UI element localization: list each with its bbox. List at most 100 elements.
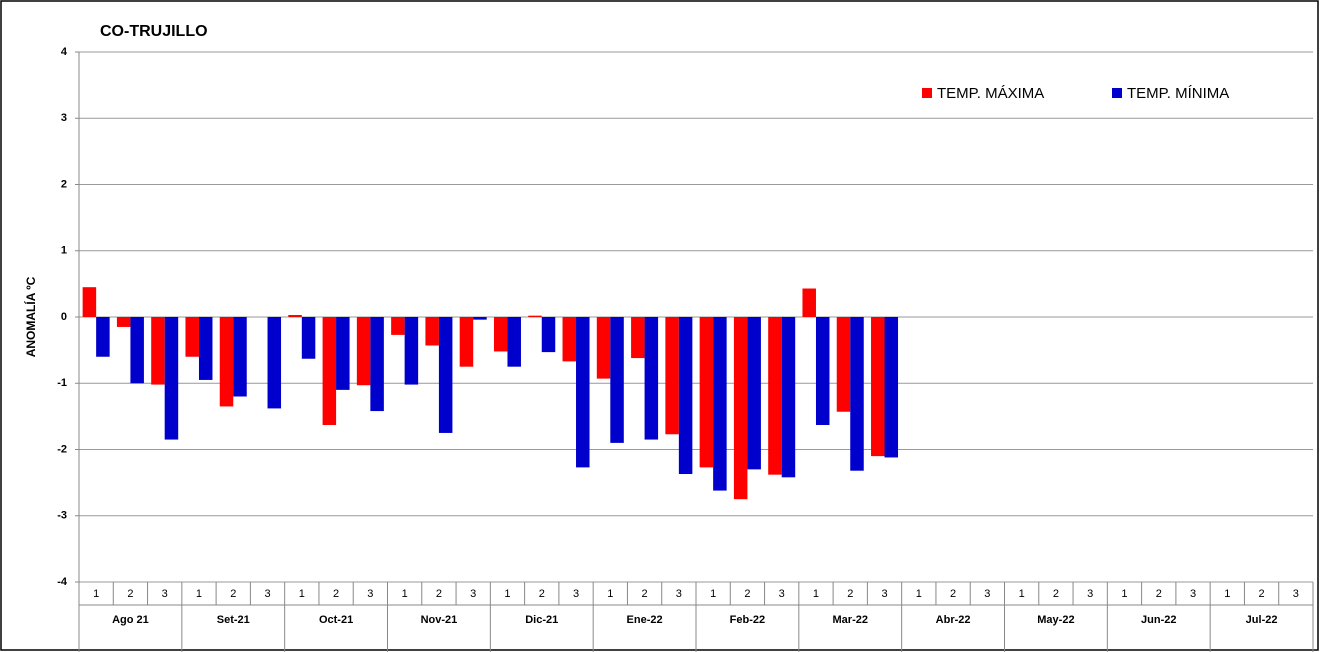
bar xyxy=(130,317,144,384)
bar xyxy=(678,317,693,475)
x-tick-label: 3 xyxy=(367,588,373,600)
x-tick-label: 2 xyxy=(127,588,133,600)
x-tick-label: 1 xyxy=(916,588,922,600)
bar xyxy=(473,317,487,320)
group-label: Jun-22 xyxy=(1141,614,1176,626)
x-tick-label: 1 xyxy=(299,588,305,600)
bar xyxy=(644,317,659,440)
bar xyxy=(233,317,247,397)
y-tick-label: -1 xyxy=(57,377,67,389)
bar xyxy=(151,317,165,385)
bar xyxy=(404,317,419,385)
bar xyxy=(459,317,474,367)
bar xyxy=(82,287,97,317)
x-tick-label: 2 xyxy=(1053,588,1059,600)
x-tick-label: 2 xyxy=(1156,588,1162,600)
x-tick-label: 3 xyxy=(573,588,579,600)
bar xyxy=(733,317,748,500)
x-tick-label: 1 xyxy=(607,588,613,600)
x-tick-label: 1 xyxy=(1019,588,1025,600)
y-tick-label: 1 xyxy=(61,245,67,257)
x-tick-label: 3 xyxy=(779,588,785,600)
x-tick-label: 3 xyxy=(1293,588,1299,600)
bar xyxy=(370,317,384,412)
group-label: Mar-22 xyxy=(833,614,868,626)
bar xyxy=(665,317,679,435)
group-label: Abr-22 xyxy=(936,614,971,626)
bar xyxy=(356,317,371,386)
x-tick-label: 1 xyxy=(1224,588,1230,600)
bar xyxy=(713,317,727,491)
x-tick-label: 3 xyxy=(881,588,887,600)
bar xyxy=(884,317,899,458)
bar xyxy=(576,317,590,468)
bar xyxy=(219,317,234,407)
x-tick-label: 2 xyxy=(847,588,853,600)
y-tick-label: 3 xyxy=(61,112,67,124)
legend-swatch xyxy=(1112,88,1122,98)
x-tick-label: 3 xyxy=(162,588,168,600)
x-tick-label: 1 xyxy=(710,588,716,600)
group-label: Oct-21 xyxy=(319,614,353,626)
bar xyxy=(610,317,624,443)
bar xyxy=(596,317,611,379)
legend-label: TEMP. MÁXIMA xyxy=(937,85,1044,102)
y-tick-label: -4 xyxy=(57,576,68,588)
bar xyxy=(781,317,796,478)
bar xyxy=(288,315,302,317)
group-label: Dic-21 xyxy=(525,614,558,626)
y-tick-label: -3 xyxy=(57,510,67,522)
bar xyxy=(699,317,714,468)
x-tick-label: 3 xyxy=(1087,588,1093,600)
x-tick-label: 3 xyxy=(676,588,682,600)
group-label: Feb-22 xyxy=(730,614,765,626)
x-tick-label: 3 xyxy=(984,588,990,600)
bar xyxy=(836,317,851,412)
group-label: Jul-22 xyxy=(1246,614,1278,626)
bar xyxy=(850,317,864,471)
group-label: May-22 xyxy=(1037,614,1074,626)
group-label: Ene-22 xyxy=(627,614,663,626)
x-tick-label: 3 xyxy=(264,588,270,600)
group-label: Set-21 xyxy=(217,614,250,626)
x-tick-label: 2 xyxy=(539,588,545,600)
legend-swatch xyxy=(922,88,932,98)
legend-label: TEMP. MÍNIMA xyxy=(1127,85,1229,102)
x-tick-label: 2 xyxy=(950,588,956,600)
bar xyxy=(116,317,131,327)
bar xyxy=(301,317,316,359)
y-axis-label: ANOMALÍA ºC xyxy=(23,276,38,357)
bar xyxy=(164,317,179,440)
x-tick-label: 2 xyxy=(642,588,648,600)
bar xyxy=(425,317,439,346)
bar xyxy=(507,317,521,367)
chart-title: CO-TRUJILLO xyxy=(100,23,208,40)
bar xyxy=(802,288,816,317)
group-label: Nov-21 xyxy=(421,614,458,626)
bar xyxy=(562,317,577,362)
bar xyxy=(541,317,556,353)
bar xyxy=(747,317,761,470)
bar xyxy=(528,315,542,317)
x-tick-label: 2 xyxy=(1259,588,1265,600)
bar xyxy=(322,317,337,425)
bar xyxy=(336,317,350,390)
bar xyxy=(768,317,782,475)
x-tick-label: 2 xyxy=(436,588,442,600)
bar xyxy=(438,317,453,433)
x-tick-label: 1 xyxy=(504,588,510,600)
bar xyxy=(493,317,508,352)
bar xyxy=(631,317,645,359)
x-tick-label: 2 xyxy=(333,588,339,600)
x-tick-label: 2 xyxy=(744,588,750,600)
x-tick-label: 1 xyxy=(402,588,408,600)
x-tick-label: 2 xyxy=(230,588,236,600)
x-tick-label: 3 xyxy=(1190,588,1196,600)
group-label: Ago 21 xyxy=(112,614,149,626)
x-tick-label: 3 xyxy=(470,588,476,600)
x-tick-label: 1 xyxy=(813,588,819,600)
x-tick-label: 1 xyxy=(196,588,202,600)
bar xyxy=(267,317,282,409)
